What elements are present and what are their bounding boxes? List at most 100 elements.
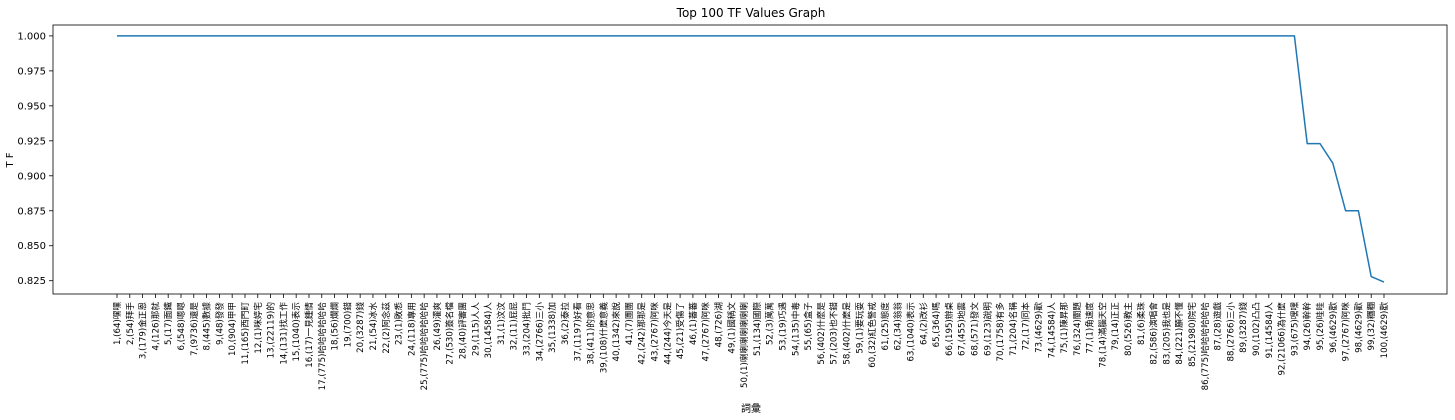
x-tick-label: 95,(26)哇哇 — [1315, 302, 1326, 351]
x-tick-label: 21,(54)冰水 — [367, 302, 379, 351]
y-tick-label: 0.975 — [17, 66, 46, 77]
x-tick-label: 48,(726)湖 — [714, 302, 725, 347]
x-tick-label: 86,(775)哈哈哈哈哈哈 — [1199, 302, 1211, 391]
x-tick-label: 40,(1342)來說 — [610, 302, 622, 362]
x-tick-label: 11,(165)西門町 — [240, 302, 251, 365]
x-tick-label: 45,(21)受傷了 — [674, 302, 686, 359]
x-tick-label: 34,(2766)三小 — [534, 302, 545, 362]
x-tick-label: 82,(586)演唱會 — [1148, 302, 1160, 365]
x-tick-label: 59,(1)要玩耍 — [854, 302, 865, 354]
x-tick-label: 84,(221)願不懂 — [1173, 302, 1185, 365]
x-axis: 1,(64)嘿嘿 2,(54)拜手 3,(179)金正恩 4,(126)那就 5,(17… — [112, 294, 1390, 390]
x-tick-label: 30,(14584)人 — [483, 302, 494, 359]
x-tick-label: 50,(1)喇喇喇喇喇喇喇 — [738, 302, 750, 388]
x-tick-label: 51,(134)國際 — [751, 302, 763, 356]
x-tick-label: 28,(40)評審團 — [457, 302, 469, 359]
x-tick-label: 25,(775)哈哈哈哈哈哈 — [418, 302, 430, 391]
x-tick-label: 78,(14)滿腦天空 — [1096, 302, 1108, 368]
x-tick-label: 52,(3)萬萬 — [764, 302, 776, 345]
x-tick-label: 20,(3287)錢 — [354, 302, 366, 353]
x-tick-label: 62,(34)翁翁 — [892, 302, 904, 351]
x-tick-label: 55,(65)盒子 — [802, 302, 814, 351]
x-tick-label: 72,(17)同本 — [1020, 302, 1032, 351]
x-tick-label: 69,(123)說明 — [981, 302, 993, 356]
x-tick-label: 5,(17)面鐵 — [162, 302, 174, 345]
x-tick-label: 12,(1)咪婷宅 — [252, 302, 264, 354]
x-tick-label: 47,(2767)阿咪 — [701, 302, 712, 362]
x-tick-label: 88,(2766)三小 — [1225, 302, 1236, 362]
x-axis-label: 詞彙 — [741, 402, 761, 415]
x-tick-label: 58,(402)什麼是 — [840, 302, 852, 365]
x-tick-label: 17,(775)哈哈哈哈哈哈 — [316, 302, 328, 391]
x-tick-label: 75,(1)陳昇那 — [1059, 302, 1070, 354]
x-tick-label: 63,(1040)表示 — [904, 302, 916, 362]
x-tick-label: 90,(102)凸凸 — [1251, 302, 1262, 356]
x-tick-label: 60,(32)紅色警戒 — [866, 302, 878, 368]
x-tick-label: 99,(32)糰糰 — [1365, 302, 1377, 351]
x-tick-label: 71,(204)名稱 — [1007, 302, 1019, 356]
x-tick-label: 44,(244)今天是 — [661, 302, 673, 365]
x-tick-label: 83,(205)我也是 — [1160, 302, 1172, 365]
y-tick-label: 0.925 — [17, 136, 46, 147]
x-tick-label: 54,(135)中毒 — [789, 302, 801, 356]
x-tick-label: 56,(402)什麼是 — [815, 302, 827, 365]
x-tick-label: 46,(1)蕃蕃 — [687, 302, 699, 345]
x-tick-label: 80,(526)教主 — [1122, 302, 1134, 356]
x-tick-label: 91,(14584)人 — [1264, 302, 1275, 359]
chart-title: Top 100 TF Values Graph — [676, 6, 826, 20]
y-tick-label: 0.900 — [17, 171, 46, 182]
x-tick-label: 94,(26)幹幹 — [1301, 302, 1313, 351]
x-tick-label: 15,(1040)表示 — [290, 302, 302, 362]
x-tick-label: 81,(6)柔珠 — [1135, 302, 1147, 345]
series-group — [117, 35, 1385, 283]
x-tick-label: 85,(21980)院宅 — [1186, 302, 1198, 367]
x-tick-label: 4,(126)那就 — [149, 302, 161, 351]
x-tick-label: 65,(364)嗎 — [931, 302, 942, 348]
x-tick-label: 23,(1)敗悉 — [393, 302, 405, 345]
y-tick-label: 0.850 — [17, 241, 46, 252]
x-tick-label: 68,(571)發文 — [968, 302, 980, 356]
x-tick-label: 13,(22119)的 — [265, 302, 277, 358]
x-tick-label: 87,(28)遊戲 — [1212, 302, 1224, 351]
x-tick-label: 22,(2)阿念茲 — [380, 302, 392, 354]
x-tick-label: 16,(17)一見鍾情 — [303, 302, 315, 368]
x-tick-label: 64,(2)改衫 — [917, 302, 929, 345]
y-axis-label: T F — [5, 152, 16, 168]
x-tick-label: 7,(9736)還是 — [188, 302, 200, 356]
tf-series-line — [117, 35, 1385, 283]
x-tick-label: 74,(14584)人 — [1046, 302, 1057, 359]
x-tick-label: 29,(115)人人 — [470, 302, 481, 356]
x-tick-label: 77,(1)角速度 — [1084, 302, 1096, 354]
y-tick-label: 1.000 — [17, 31, 46, 42]
y-tick-label: 0.950 — [17, 101, 46, 112]
x-tick-label: 42,(242)那那是 — [637, 302, 648, 365]
x-tick-label: 27,(530)簽名檔 — [444, 302, 456, 365]
x-tick-label: 57,(203)也不錯 — [828, 302, 840, 365]
x-tick-label: 14,(131)找工作 — [277, 302, 289, 365]
y-axis: 0.825 0.850 0.875 0.900 0.925 0.950 0.975 1.000 — [17, 31, 53, 287]
x-tick-label: 43,(2767)阿咪 — [650, 302, 661, 362]
x-tick-label: 31,(1)汶汶 — [495, 302, 507, 345]
x-tick-label: 6,(548)嗯嗯 — [176, 302, 187, 351]
x-tick-label: 89,(3287)錢 — [1237, 302, 1249, 353]
x-tick-label: 2,(54)拜手 — [124, 302, 136, 345]
x-tick-label: 76,(324)關題 — [1072, 302, 1083, 356]
x-tick-label: 8,(445)數據 — [201, 302, 213, 351]
x-tick-label: 49,(1)國稱文 — [725, 302, 737, 354]
y-tick-label: 0.825 — [17, 276, 46, 287]
x-tick-label: 67,(455)地震 — [956, 302, 968, 356]
x-tick-label: 61,(25)態度 — [879, 302, 891, 351]
x-tick-label: 41,(7)團團 — [624, 302, 635, 345]
x-tick-label: 26,(49)灌爽 — [431, 302, 443, 351]
x-tick-label: 39,(108)什麼意義 — [597, 302, 609, 374]
x-tick-label: 33,(204)批鬥 — [521, 302, 533, 356]
x-tick-label: 19,(700)錯 — [341, 302, 353, 348]
x-tick-label: 1,(64)嘿嘿 — [112, 302, 123, 345]
x-tick-label: 93,(675)嘿嘿 — [1289, 302, 1300, 356]
x-tick-label: 9,(48)發發 — [214, 302, 225, 345]
plot-frame — [52, 24, 1448, 295]
x-tick-label: 98,(4629)歡 — [1352, 302, 1364, 353]
x-tick-label: 38,(411)的意思 — [585, 302, 597, 365]
x-tick-label: 37,(1197)好看 — [572, 302, 584, 362]
